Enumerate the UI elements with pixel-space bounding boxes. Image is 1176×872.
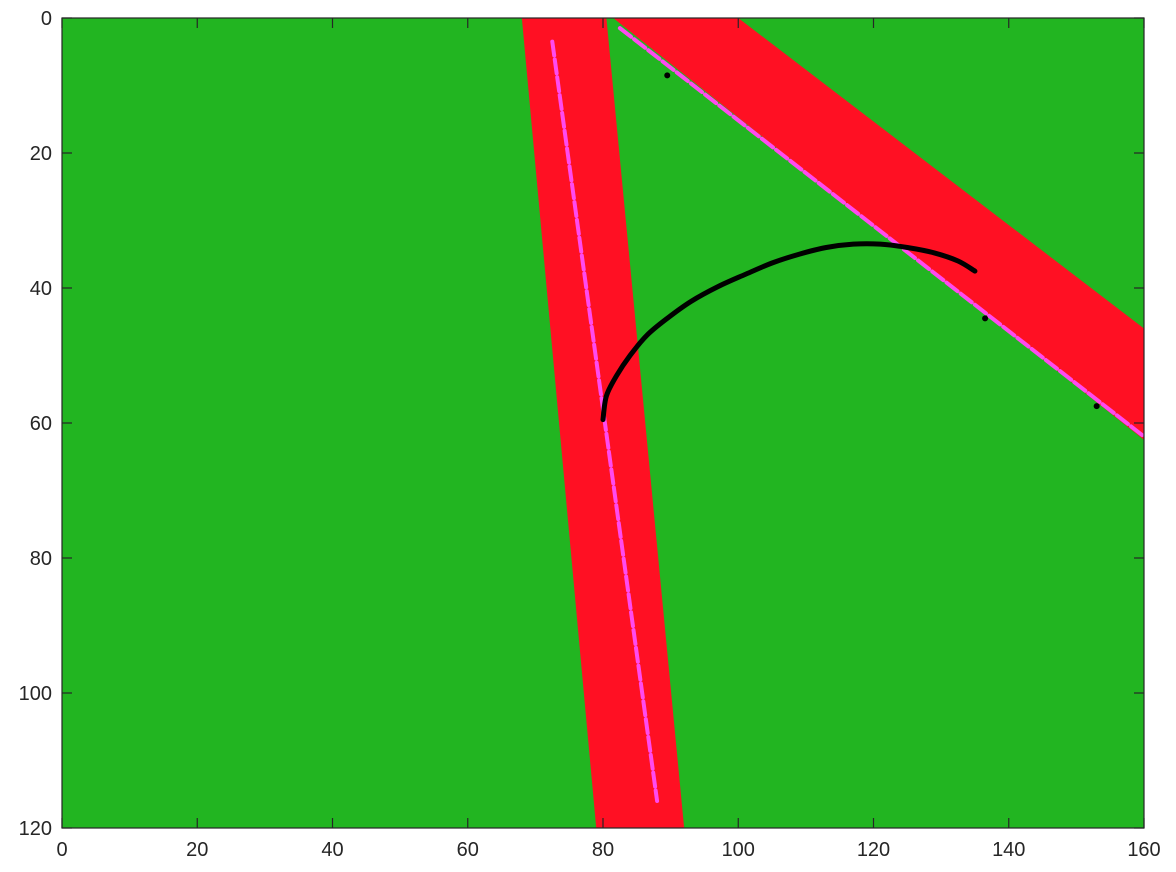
x-tick-label: 100: [722, 839, 755, 861]
x-tick-label: 160: [1127, 839, 1160, 861]
x-tick-label: 140: [992, 839, 1025, 861]
x-tick-label: 0: [56, 839, 67, 861]
marker-point-3: [1093, 403, 1100, 410]
marker-point-2: [982, 315, 989, 322]
y-tick-label: 100: [19, 683, 52, 705]
x-tick-label: 120: [857, 839, 890, 861]
y-tick-label: 20: [30, 143, 52, 165]
axes: 0 20 40 60 80 100 120 140 160 0 20 40 60 80 100 120: [19, 8, 1161, 861]
centerline-2: [617, 26, 1144, 439]
y-tick-label: 60: [30, 413, 52, 435]
x-tick-label: 80: [592, 839, 614, 861]
x-tick-label: 60: [457, 839, 479, 861]
marker-point-1: [664, 72, 671, 79]
y-tick-label: 80: [30, 548, 52, 570]
y-tick-label: 40: [30, 278, 52, 300]
x-tick-label: 20: [186, 839, 208, 861]
x-tick-label: 40: [321, 839, 343, 861]
plot-area: [62, 18, 1144, 828]
y-tick-label: 0: [41, 8, 52, 30]
y-tick-label: 120: [19, 818, 52, 840]
trajectory-path: [600, 241, 978, 423]
